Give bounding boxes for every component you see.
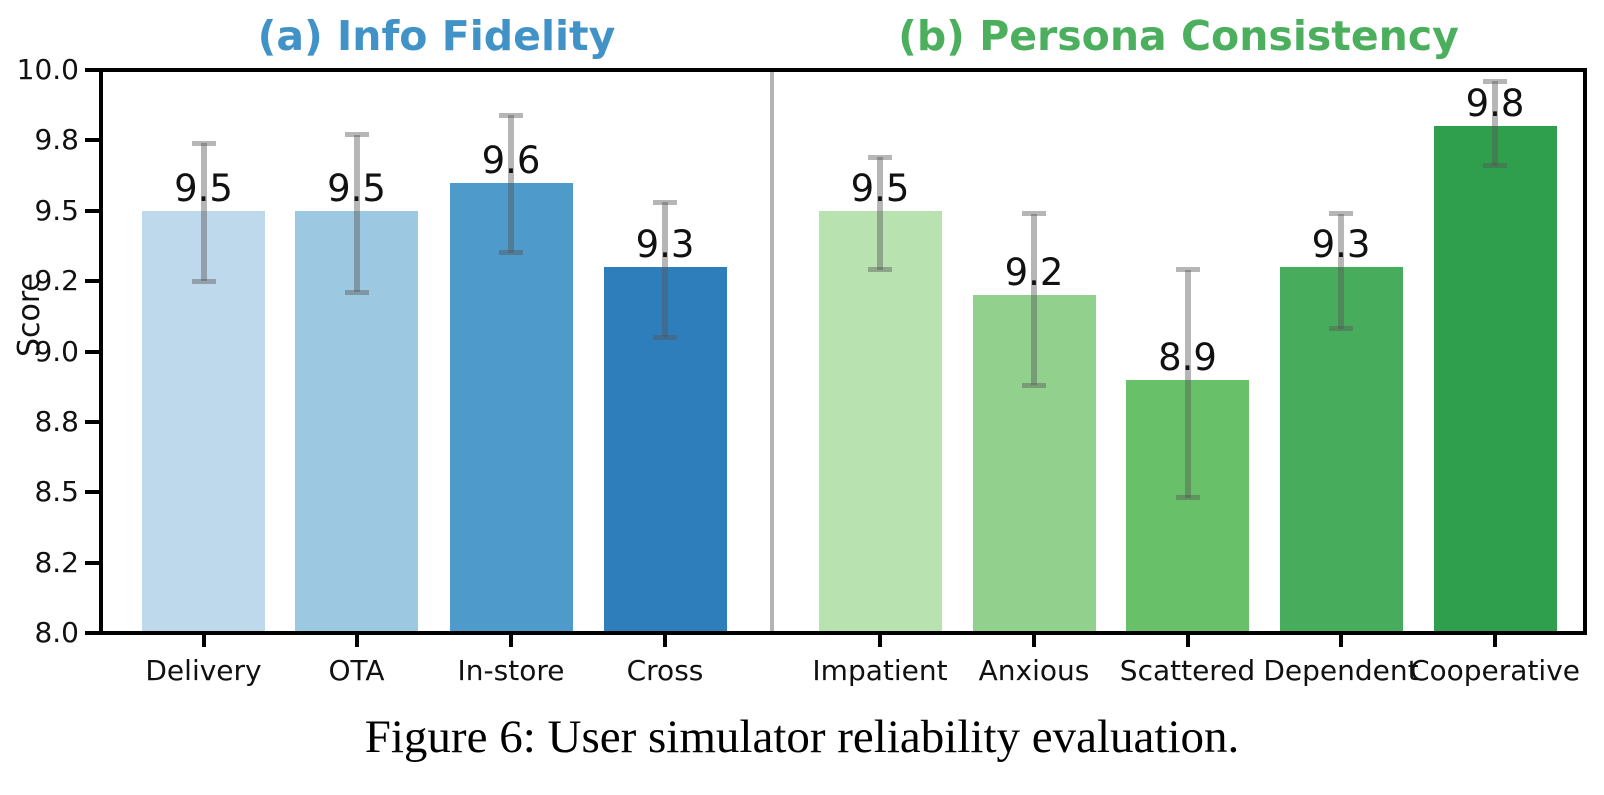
error-cap-low-delivery (191, 278, 216, 284)
error-cap-high-ota (344, 132, 369, 138)
x-tick-label-delivery: Delivery (145, 654, 262, 687)
bar-value-label-scattered: 8.9 (1158, 335, 1217, 379)
x-tick-label-scattered: Scattered (1119, 654, 1256, 687)
y-axis-label: Score (12, 272, 47, 358)
bar-value-label-dependent: 9.3 (1311, 223, 1371, 267)
bar-value-label-cross: 9.3 (635, 223, 695, 267)
panel-b-title: (b) Persona Consistency (898, 12, 1459, 60)
error-bar-in-store (508, 115, 514, 253)
panel-divider-line (770, 72, 774, 633)
y-tick-label-8.5: 8.5 (34, 475, 79, 509)
y-tick-label-10.0: 10.0 (16, 53, 79, 86)
error-cap-low-scattered (1175, 495, 1200, 501)
x-tick-mark-cooperative (1493, 633, 1497, 647)
bar-in-store (449, 182, 573, 633)
x-tick-label-cross: Cross (626, 654, 704, 687)
bar-value-label-cooperative: 9.8 (1465, 82, 1525, 126)
x-tick-label-cooperative: Cooperative (1409, 654, 1581, 687)
error-cap-low-impatient (868, 267, 892, 273)
x-tick-label-impatient: Impatient (812, 654, 948, 687)
error-cap-low-in-store (499, 250, 523, 256)
x-tick-mark-impatient (878, 633, 882, 647)
error-cap-high-anxious (1022, 211, 1046, 217)
y-tick-label-9.5: 9.5 (34, 193, 79, 227)
y-tick-label-8.2: 8.2 (34, 545, 79, 579)
bar-delivery (142, 210, 265, 633)
y-tick-label-8.0: 8.0 (34, 616, 79, 649)
bar-value-label-in-store: 9.6 (481, 138, 541, 182)
error-cap-low-dependent (1329, 326, 1353, 332)
error-cap-high-impatient (868, 154, 892, 160)
error-cap-high-cooperative (1483, 78, 1507, 84)
error-bar-impatient (877, 157, 883, 270)
x-tick-mark-in-store (509, 633, 513, 647)
bar-scattered (1126, 379, 1249, 633)
error-bar-ota (353, 134, 360, 293)
y-tick-label-8.8: 8.8 (34, 404, 79, 438)
figure-caption: Figure 6: User simulator reliability eva… (364, 711, 1240, 763)
y-tick-label-9.8: 9.8 (34, 123, 79, 157)
x-tick-mark-anxious (1032, 633, 1036, 647)
error-bar-cooperative (1492, 81, 1498, 166)
bar-anxious (972, 295, 1096, 633)
error-bar-scattered (1184, 269, 1191, 498)
y-tick-label-9.0: 9.0 (34, 334, 79, 368)
error-cap-high-scattered (1175, 267, 1200, 273)
error-bar-cross (662, 202, 668, 338)
error-cap-low-cooperative (1483, 163, 1507, 169)
y-tick-mark-8.5 (85, 490, 101, 495)
y-tick-mark-9.8 (85, 138, 101, 143)
error-cap-low-anxious (1022, 382, 1046, 388)
panel-a-title: (a) Info Fidelity (257, 12, 616, 60)
x-tick-label-dependent: Dependent (1263, 654, 1419, 687)
error-cap-high-dependent (1329, 211, 1353, 217)
error-cap-high-in-store (499, 112, 523, 118)
error-bar-dependent (1338, 213, 1344, 329)
error-cap-low-ota (344, 289, 369, 295)
y-tick-label-9.2: 9.2 (34, 264, 79, 298)
x-tick-mark-delivery (201, 633, 206, 647)
y-tick-mark-8.0 (85, 631, 101, 635)
bar-dependent (1279, 267, 1403, 633)
x-tick-label-in-store: In-store (457, 654, 565, 687)
bar-ota (295, 210, 418, 633)
y-tick-mark-8.2 (85, 560, 101, 565)
bar-cooperative (1433, 126, 1557, 633)
error-cap-high-cross (653, 199, 677, 205)
y-tick-mark-9.5 (85, 208, 101, 213)
y-tick-mark-10.0 (85, 68, 101, 72)
error-cap-high-delivery (191, 140, 216, 146)
y-tick-mark-8.8 (85, 419, 101, 424)
x-tick-mark-scattered (1185, 633, 1190, 647)
y-tick-mark-9.0 (85, 349, 101, 354)
x-tick-mark-cross (663, 633, 667, 647)
x-tick-label-anxious: Anxious (978, 654, 1090, 687)
x-tick-label-ota: OTA (328, 654, 385, 687)
bar-impatient (818, 210, 942, 633)
bar-value-label-impatient: 9.5 (850, 166, 910, 210)
y-tick-mark-9.2 (85, 279, 101, 284)
error-bar-anxious (1031, 213, 1037, 386)
error-bar-delivery (200, 143, 207, 282)
error-cap-low-cross (653, 334, 677, 340)
bar-value-label-ota: 9.5 (327, 166, 386, 210)
bar-cross (603, 267, 727, 633)
x-tick-mark-ota (354, 633, 359, 647)
bar-value-label-anxious: 9.2 (1004, 251, 1064, 295)
bar-value-label-delivery: 9.5 (174, 166, 233, 210)
x-tick-mark-dependent (1339, 633, 1343, 647)
